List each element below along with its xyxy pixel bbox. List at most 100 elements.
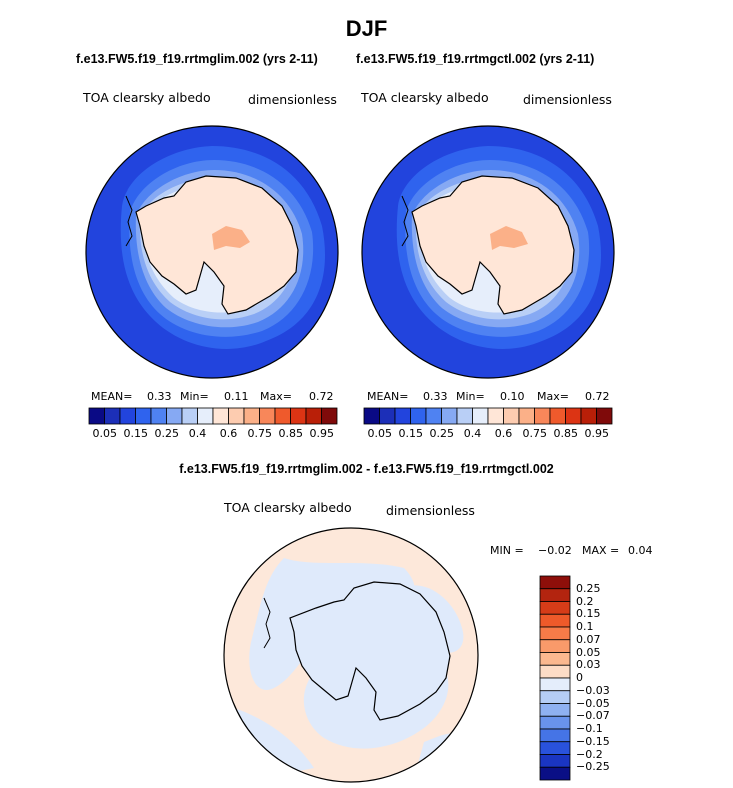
panel-left-mean-label: MEAN= [91, 390, 133, 403]
difference-colorbar-swatch [539, 754, 571, 768]
panel-left-map [85, 125, 339, 379]
panel-left-colorbar-swatch [104, 407, 121, 425]
panel-right-colorbar-tick: 0.85 [553, 427, 579, 440]
panel-right-colorbar-tick: 0.75 [522, 427, 548, 440]
difference-colorbar-swatch [539, 652, 571, 666]
panel-left-colorbar-swatch [212, 407, 229, 425]
panel-left-mean-value: 0.33 [147, 390, 172, 403]
panel-left-colorbar-swatch [274, 407, 291, 425]
panel-right-colorbar-swatch [503, 407, 520, 425]
difference-min-value: −0.02 [538, 544, 572, 557]
panel-right-colorbar-swatch [379, 407, 396, 425]
difference-colorbar-swatch [539, 664, 571, 679]
panel-right-variable: TOA clearsky albedo [361, 90, 489, 105]
difference-colorbar-label: 0.05 [576, 645, 601, 659]
difference-colorbar-label: −0.05 [576, 696, 610, 710]
panel-left-colorbar-tick: 0.95 [309, 427, 335, 440]
difference-colorbar-swatch [539, 703, 571, 717]
panel-left-colorbar-swatch [228, 407, 245, 425]
panel-right-colorbar-swatch [518, 407, 535, 425]
panel-right-colorbar-swatch [456, 407, 473, 425]
panel-left-colorbar-tick: 0.15 [123, 427, 149, 440]
difference-colorbar-label: 0 [576, 671, 583, 684]
difference-colorbar-label: 0.2 [576, 594, 594, 608]
panel-left-colorbar-tick: 0.25 [154, 427, 180, 440]
difference-variable: TOA clearsky albedo [224, 500, 352, 515]
panel-left-colorbar-tick: 0.05 [92, 427, 118, 440]
difference-colorbar-swatch [539, 677, 571, 692]
panel-left-colorbar-tick: 0.4 [188, 427, 207, 440]
difference-max-value: 0.04 [628, 544, 653, 557]
panel-left-colorbar-swatch [290, 407, 307, 425]
panel-left-variable: TOA clearsky albedo [83, 90, 211, 105]
difference-colorbar-swatch [539, 741, 571, 755]
difference-colorbar-swatch [539, 601, 571, 615]
panel-left-case-title: f.e13.FW5.f19_f19.rrtmglim.002 (yrs 2-11… [76, 52, 318, 66]
antarctica-landmass [289, 581, 451, 721]
panel-right-colorbar-ticks: 0.05 0.15 0.25 0.4 0.6 0.75 0.85 0.95 [364, 427, 612, 441]
panel-right-map [361, 125, 615, 379]
panel-right-colorbar-swatch [410, 407, 427, 425]
panel-right-colorbar-tick: 0.95 [584, 427, 610, 440]
panel-right-min-value: 0.10 [500, 390, 525, 403]
panel-right-max-label: Max= [537, 390, 569, 403]
panel-right-colorbar-tick: 0.6 [494, 427, 513, 440]
panel-left-colorbar [88, 407, 338, 425]
difference-colorbar-label: 0.07 [576, 632, 601, 646]
panel-left-max-value: 0.72 [309, 390, 334, 403]
difference-colorbar-label: −0.07 [576, 709, 610, 723]
panel-right-colorbar-swatch [534, 407, 551, 425]
difference-colorbar-label: 0.25 [576, 581, 601, 595]
difference-colorbar-label: −0.03 [576, 683, 610, 697]
panel-right-colorbar-swatch [425, 407, 442, 425]
panel-right-colorbar-tick: 0.05 [367, 427, 393, 440]
panel-right-colorbar-swatch [565, 407, 582, 425]
panel-left-colorbar-swatch [197, 407, 214, 425]
panel-left-colorbar-swatch [166, 407, 183, 425]
panel-left-colorbar-tick: 0.75 [247, 427, 273, 440]
panel-left-colorbar-swatch [321, 407, 338, 425]
difference-colorbar-swatch [539, 766, 571, 781]
difference-colorbar-swatch [539, 588, 571, 602]
difference-colorbar-swatch [539, 715, 571, 730]
panel-right-colorbar-swatch [363, 407, 380, 425]
panel-right-colorbar-swatch [580, 407, 597, 425]
difference-min-label: MIN = [490, 544, 524, 557]
difference-colorbar-swatch [539, 728, 571, 743]
difference-colorbar-label: 0.03 [576, 658, 601, 672]
panel-right-colorbar-swatch [472, 407, 489, 425]
panel-left-min-label: Min= [180, 390, 209, 403]
difference-colorbar-swatch [539, 639, 571, 653]
difference-colorbar-label: −0.2 [576, 747, 603, 761]
panel-right-colorbar-swatch [394, 407, 411, 425]
panel-left-colorbar-swatch [259, 407, 276, 425]
difference-max-label: MAX = [582, 544, 620, 557]
panel-right-colorbar [363, 407, 613, 425]
panel-left-min-value: 0.11 [224, 390, 249, 403]
difference-units: dimensionless [386, 503, 475, 518]
panel-left-colorbar-tick: 0.6 [219, 427, 238, 440]
panel-left-colorbar-swatch [119, 407, 136, 425]
panel-left-colorbar-ticks: 0.05 0.15 0.25 0.4 0.6 0.75 0.85 0.95 [89, 427, 337, 441]
panel-right-colorbar-tick: 0.4 [463, 427, 482, 440]
difference-map [223, 527, 479, 783]
difference-title: f.e13.FW5.f19_f19.rrtmglim.002 - f.e13.F… [179, 462, 554, 476]
panel-right-colorbar-swatch [549, 407, 566, 425]
panel-right-case-title: f.e13.FW5.f19_f19.rrtmgctl.002 (yrs 2-11… [356, 52, 595, 66]
panel-right-colorbar-swatch [487, 407, 504, 425]
difference-colorbar-label: −0.15 [576, 734, 610, 748]
panel-right-colorbar-swatch [596, 407, 613, 425]
panel-left-colorbar-swatch [135, 407, 152, 425]
difference-colorbar-label: −0.1 [576, 722, 603, 735]
panel-right-mean-label: MEAN= [367, 390, 409, 403]
difference-colorbar-swatch [539, 575, 571, 590]
panel-left-colorbar-swatch [181, 407, 198, 425]
panel-right-units: dimensionless [523, 92, 612, 107]
panel-right-mean-value: 0.33 [423, 390, 448, 403]
difference-colorbar-label: 0.15 [576, 607, 601, 621]
panel-left-colorbar-swatch [305, 407, 322, 425]
panel-right-max-value: 0.72 [585, 390, 610, 403]
difference-colorbar-swatch [539, 626, 571, 641]
difference-colorbar-swatch [539, 690, 571, 704]
panel-left-units: dimensionless [248, 92, 337, 107]
